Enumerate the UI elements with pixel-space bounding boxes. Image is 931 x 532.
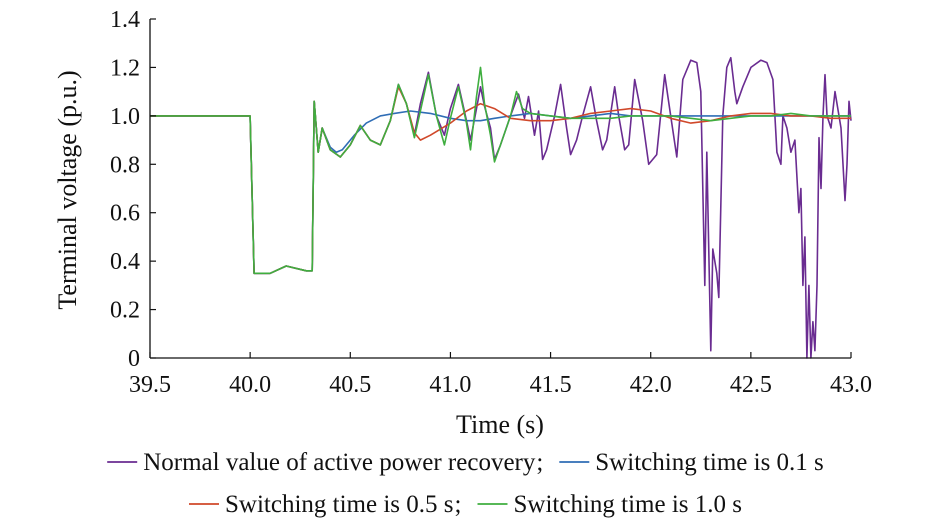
- legend-separator: ;: [536, 449, 543, 476]
- y-tick-label: 1.4: [110, 7, 140, 33]
- series-line-3: [150, 86, 851, 275]
- legend-label: Switching time is 1.0 s: [514, 491, 742, 518]
- legend-item: Switching time is 1.0 s: [477, 491, 742, 518]
- series-line-1: [150, 56, 852, 359]
- legend-separator: ;: [454, 491, 461, 518]
- y-tick-label: 0.8: [110, 152, 140, 178]
- x-tick-label: 39.5: [129, 372, 171, 398]
- legend-label: Switching time is 0.5 s: [225, 491, 453, 518]
- y-tick-label: 0.4: [110, 249, 140, 275]
- y-tick-label: 1.2: [110, 55, 140, 81]
- series-line-2: [150, 100, 851, 275]
- y-tick-label: 1.0: [110, 104, 140, 130]
- x-tick-label: 40.0: [229, 372, 271, 398]
- plot-area: [150, 56, 852, 359]
- x-tick-label: 43.0: [830, 372, 872, 398]
- x-axis-title: Time (s): [456, 410, 544, 439]
- y-axis-title: Terminal voltage (p.u.): [53, 70, 82, 309]
- y-tick-label: 0.6: [110, 201, 140, 227]
- series-line-4: [150, 66, 851, 275]
- legend-label: Normal value of active power recovery: [143, 449, 536, 476]
- legend-item: Switching time is 0.1 s: [559, 449, 824, 476]
- x-tick-label: 41.5: [530, 372, 572, 398]
- x-tick-label: 42.0: [630, 372, 672, 398]
- y-tick-label: 0.2: [110, 298, 140, 324]
- legend-item: Switching time is 0.5 s;: [189, 491, 461, 518]
- legend-row-1: Normal value of active power recovery; Sw…: [107, 449, 824, 476]
- y-tick-label: 0: [128, 346, 140, 372]
- x-tick-label: 42.5: [730, 372, 772, 398]
- legend-label: Switching time is 0.1 s: [595, 449, 823, 476]
- legend-row-2: Switching time is 0.5 s; Switching time i…: [189, 491, 742, 518]
- axes: 0 0.2 0.4 0.6 0.8 1.0 1.2 1.4 39.5 40.0 40.5 41.0 41…: [110, 7, 872, 398]
- x-tick-label: 40.5: [329, 372, 371, 398]
- x-tick-label: 41.0: [429, 372, 471, 398]
- legend: Normal value of active power recovery; Sw…: [107, 449, 824, 518]
- legend-item: Normal value of active power recovery;: [107, 449, 543, 476]
